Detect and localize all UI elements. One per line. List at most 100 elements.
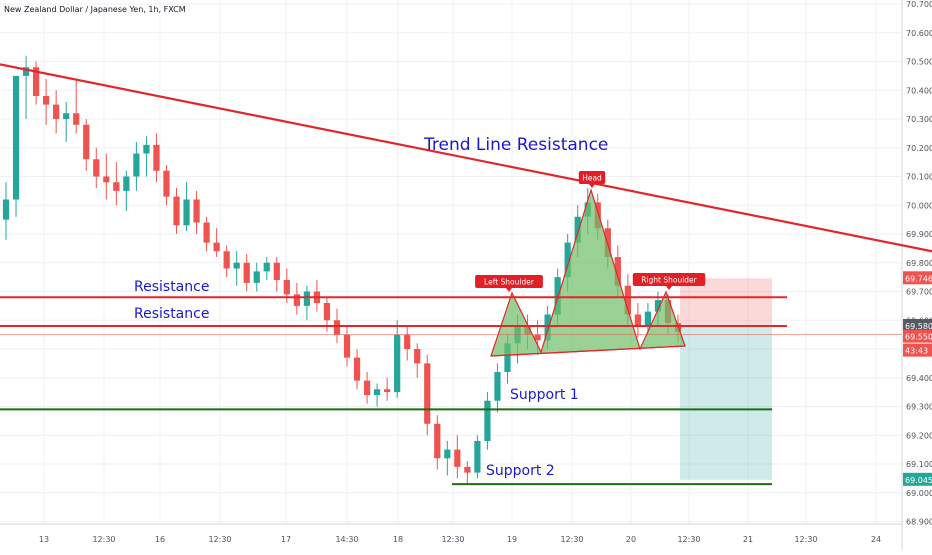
candle-body xyxy=(504,343,511,372)
candle-body xyxy=(133,153,140,177)
candle-body xyxy=(173,196,180,226)
head-and-shoulders-pattern xyxy=(490,187,686,357)
x-tick-label: 12:30 xyxy=(794,535,817,544)
candle-body xyxy=(63,113,70,119)
candle-body xyxy=(283,280,290,295)
candle-body xyxy=(83,124,90,160)
candle-body xyxy=(444,449,451,459)
candle-body xyxy=(93,159,100,177)
candle-body xyxy=(293,294,300,306)
head-label-bg xyxy=(578,171,606,184)
candle-body xyxy=(454,449,461,467)
candle-body xyxy=(273,262,280,280)
candle-body xyxy=(343,334,351,358)
candle-body xyxy=(624,285,631,315)
candle-body xyxy=(323,303,331,321)
candle-body xyxy=(404,334,411,349)
chart-title: New Zealand Dollar / Japanese Yen, 1h, F… xyxy=(4,5,186,14)
candle-body xyxy=(2,199,10,220)
x-tick-label: 12:30 xyxy=(560,535,583,544)
candle-body xyxy=(213,242,220,252)
candle-body xyxy=(333,320,341,335)
candle-body xyxy=(113,182,120,191)
current-price-badge: 69.550 xyxy=(905,333,932,342)
candle-body xyxy=(303,291,311,306)
candle-body xyxy=(614,257,621,286)
right-shoulder-label-pointer xyxy=(666,286,672,290)
current-price-badge-bg xyxy=(903,329,932,343)
stop-loss-zone xyxy=(680,278,772,326)
y-tick-label: 69.800 xyxy=(906,259,932,268)
candle-body xyxy=(384,389,391,393)
candle-body xyxy=(484,400,491,441)
y-tick-label: 69.000 xyxy=(906,489,932,498)
right-shoulder-label: Right Shoulder xyxy=(641,276,697,285)
candle-body xyxy=(123,176,130,191)
x-tick-label: 12:30 xyxy=(441,535,464,544)
candle-body xyxy=(494,372,501,401)
y-tick-label: 70.300 xyxy=(906,115,932,124)
candle-body xyxy=(73,113,80,125)
y-tick-label: 69.900 xyxy=(906,230,932,239)
y-tick-label: 70.100 xyxy=(906,173,932,182)
x-tick-label: 12:30 xyxy=(92,535,115,544)
countdown-badge-bg xyxy=(903,343,932,357)
y-tick-label: 70.000 xyxy=(906,201,932,210)
grid-lines xyxy=(0,0,902,524)
x-tick-label: 19 xyxy=(507,535,517,544)
sl-price-badge: 69.746 xyxy=(905,274,932,283)
y-tick-label: 68.900 xyxy=(906,518,932,527)
candle-body xyxy=(574,216,581,243)
candle-body xyxy=(32,67,40,96)
entry-price-badge-bg xyxy=(903,319,932,332)
plot-area xyxy=(0,0,902,524)
tp-price-badge-bg xyxy=(903,472,932,486)
countdown-badge: 43:43 xyxy=(905,347,928,356)
left-shoulder-label: Left Shoulder xyxy=(484,278,535,287)
candle-body xyxy=(243,262,250,283)
candle-body xyxy=(183,199,190,226)
entry-price-badge: 69.580 xyxy=(905,322,932,331)
candle-body xyxy=(474,441,481,473)
candle-body xyxy=(363,380,371,395)
candle-body xyxy=(564,242,571,278)
y-tick-label: 69.200 xyxy=(906,431,932,440)
candle-body xyxy=(424,363,431,424)
y-tick-label: 70.400 xyxy=(906,86,932,95)
candle-body xyxy=(253,271,260,283)
x-tick-label: 14:30 xyxy=(335,535,358,544)
tp-price-badge: 69.045 xyxy=(905,476,932,485)
candle-body xyxy=(193,199,200,223)
left-shoulder-label-bg xyxy=(475,275,543,288)
candle-body xyxy=(544,314,551,341)
sl-price-badge-bg xyxy=(903,271,932,285)
right-shoulder-label-bg xyxy=(632,273,706,286)
x-tick-label: 17 xyxy=(281,535,291,544)
x-tick-label: 20 xyxy=(626,535,636,544)
candle-body xyxy=(534,334,541,341)
candle-body xyxy=(203,222,210,243)
y-tick-label: 70.700 xyxy=(906,0,932,9)
x-tick-label: 12:30 xyxy=(677,535,700,544)
trend-line xyxy=(0,63,932,253)
y-tick-label: 69.100 xyxy=(906,460,932,469)
take-profit-zone xyxy=(680,326,772,480)
candle-body xyxy=(634,314,641,326)
candle-body xyxy=(12,75,20,200)
candle-body xyxy=(22,67,30,76)
y-tick-label: 69.400 xyxy=(906,374,932,383)
candle-body xyxy=(43,96,50,105)
candle-body xyxy=(644,311,652,326)
left-shoulder-label-pointer xyxy=(506,288,512,292)
y-tick-label: 70.200 xyxy=(906,144,932,153)
candle-body xyxy=(434,423,441,459)
support-1-label: Support 1 xyxy=(510,387,579,403)
x-tick-label: 18 xyxy=(393,535,403,544)
x-tick-label: 13 xyxy=(39,535,49,544)
candle-body xyxy=(654,300,662,312)
trend-line-label: Trend Line Resistance xyxy=(423,135,608,155)
head-label-pointer xyxy=(589,184,595,188)
y-tick-label: 70.600 xyxy=(906,29,932,38)
y-tick-label: 69.300 xyxy=(906,403,932,412)
